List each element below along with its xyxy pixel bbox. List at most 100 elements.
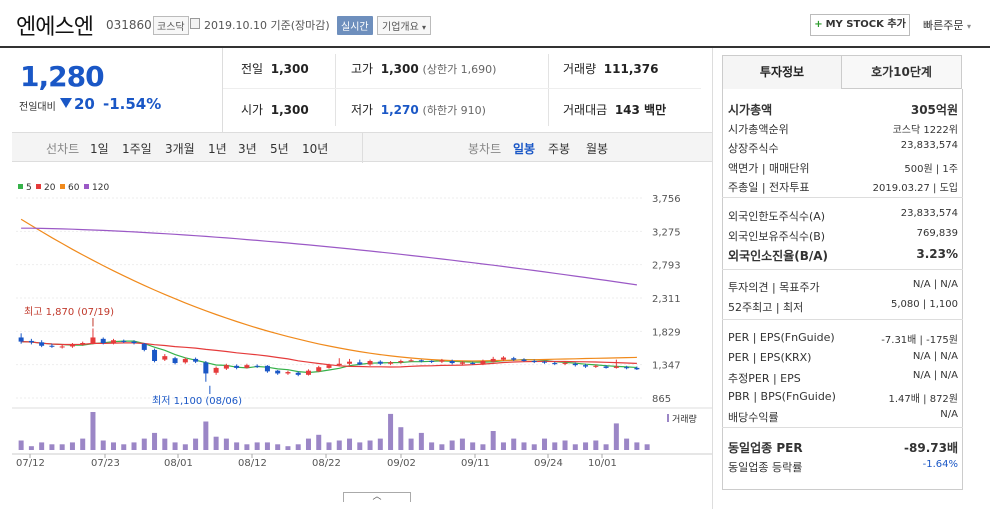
candle-body [521, 359, 527, 361]
x-tick-label: 07/12 [16, 458, 45, 469]
candle-body [449, 360, 455, 364]
candle-body [408, 360, 414, 362]
volume-bar [326, 442, 332, 450]
price-chart[interactable]: 5 20 60 120 3,756 3,275 2,793 2,311 1,829 1,347 86… [12, 170, 712, 500]
candle-body [131, 341, 137, 344]
y-tick-label: 1,347 [652, 361, 681, 372]
legend-label: 120 [92, 183, 109, 193]
volume-bar [254, 442, 260, 450]
volume-bar [377, 438, 383, 450]
company-overview-dropdown[interactable]: 기업개요 ▾ [377, 16, 432, 35]
legend-label: 5 [26, 183, 32, 193]
add-mystock-button[interactable]: + MY STOCK 추가 [810, 14, 910, 36]
period-5y[interactable]: 5년 [270, 142, 289, 156]
amount-value: 143 백만 [614, 103, 667, 117]
y-tick-label: 2,311 [652, 294, 681, 305]
period-1d[interactable]: 1일 [90, 142, 109, 156]
period-3y[interactable]: 3년 [238, 142, 257, 156]
quick-order-button[interactable]: 빠른주문 ▾ [923, 17, 971, 33]
info-label: 52주최고 | 최저 [728, 300, 804, 314]
collapse-chart-button[interactable]: ︿ [343, 492, 411, 502]
volume-bar [490, 431, 496, 450]
volume-bar [100, 440, 106, 450]
prev-close-label: 전일 [241, 62, 264, 76]
info-label: 시가총액순위 [728, 122, 789, 136]
market-badge: 코스닥 [153, 16, 189, 35]
candle-body [336, 363, 342, 366]
candle-body [316, 367, 322, 372]
volume-bar [336, 440, 342, 450]
y-tick-label: 2,793 [652, 261, 681, 272]
candle-body [59, 346, 65, 348]
candle-body [624, 367, 630, 369]
candle-body [264, 365, 270, 372]
info-value: -7.31배 | -175원 [881, 335, 958, 346]
candle-body [254, 365, 260, 367]
high-value: 1,300 [380, 62, 419, 76]
volume-bar [552, 442, 558, 450]
candle-body [80, 343, 86, 345]
info-row: 배당수익률 N/A [728, 409, 958, 427]
info-value: -89.73배 [904, 441, 958, 455]
investment-info-panel: 투자정보 호가10단계 시가총액 305억원 시가총액순위 코스닥 1222위 상장주식… [722, 55, 963, 490]
volume-bar [429, 442, 435, 450]
period-3m[interactable]: 3개월 [165, 142, 195, 156]
volume-bar [295, 444, 301, 450]
info-row: 투자의견 | 목표주가 N/A | N/A [728, 279, 958, 297]
candle-body [531, 360, 537, 362]
divider [722, 427, 963, 428]
realtime-button[interactable]: 실시간 [337, 16, 373, 35]
tab-order-book[interactable]: 호가10단계 [842, 55, 962, 89]
candle-daily[interactable]: 일봉 [513, 142, 536, 156]
info-value: 769,839 [916, 227, 958, 239]
info-row: 상장주식수 23,833,574 [728, 140, 958, 158]
info-row: PBR | BPS(FnGuide) 1.47배 | 872원 [728, 390, 958, 408]
volume-bar [141, 438, 147, 450]
x-tick-label: 07/23 [91, 458, 120, 469]
candle-body [203, 362, 209, 374]
candle-body [121, 340, 127, 342]
divider [722, 319, 963, 320]
period-10y[interactable]: 10년 [302, 142, 329, 156]
info-label: PER | EPS(FnGuide) [728, 331, 835, 344]
candle-body [18, 337, 24, 342]
period-1y[interactable]: 1년 [208, 142, 227, 156]
info-label: 투자의견 | 목표주가 [728, 281, 820, 294]
volume-bar [347, 438, 353, 450]
candle-body [275, 370, 281, 374]
lower-limit: (하한가 910) [422, 104, 486, 117]
volume-bar [28, 446, 34, 450]
volume-bar [613, 423, 619, 450]
candle-body [305, 370, 311, 375]
candle-body [295, 372, 301, 375]
volume-bar [418, 432, 424, 450]
info-value: 3.23% [916, 247, 958, 261]
candle-body [90, 337, 96, 344]
volume-bar [49, 444, 55, 450]
volume-bar [408, 438, 414, 450]
period-1w[interactable]: 1주일 [122, 142, 152, 156]
overview-label: 기업개요 [382, 22, 419, 33]
candle-body [100, 338, 106, 344]
info-value: 500원 | 1주 [904, 163, 958, 175]
info-label: 외국인보유주식수(B) [728, 229, 826, 243]
volume-bar [213, 436, 219, 450]
x-tick-label: 08/12 [238, 458, 267, 469]
candle-monthly[interactable]: 월봉 [586, 142, 609, 156]
volume-bar [459, 438, 465, 450]
candle-body [193, 358, 199, 362]
info-row: 동일업종 PER -89.73배 [728, 439, 958, 457]
volume-bar [634, 442, 640, 450]
info-row: 주총일 | 전자투표 2019.03.27 | 도입 [728, 179, 958, 197]
volume-bar [398, 427, 404, 450]
candle-body [285, 372, 291, 374]
candle-weekly[interactable]: 주봉 [548, 142, 571, 156]
volume-bar [90, 412, 96, 450]
info-value: N/A | N/A [912, 279, 958, 290]
tab-investment-info[interactable]: 투자정보 [722, 55, 842, 89]
candle-body [367, 360, 373, 365]
volume-bar [500, 442, 506, 450]
volume-bar [439, 444, 445, 450]
candle-body [213, 367, 219, 373]
info-row: PER | EPS(FnGuide) -7.31배 | -175원 [728, 331, 958, 349]
